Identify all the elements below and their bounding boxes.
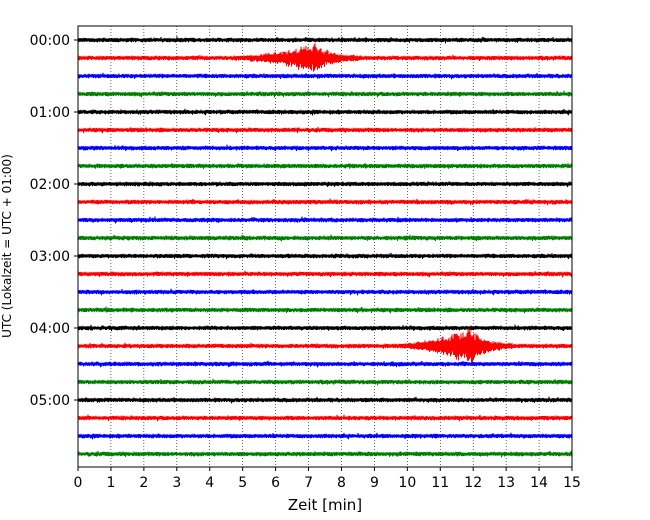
x-tick-label: 3 (172, 475, 181, 491)
x-tick-label: 7 (304, 475, 313, 491)
y-axis-title: UTC (Lokalzeit = UTC + 01:00) (0, 154, 14, 338)
y-tick-label: 00:00 (30, 33, 70, 49)
x-axis-title: Zeit [min] (288, 496, 362, 514)
y-tick-label: 04:00 (30, 321, 70, 337)
trace-line (77, 198, 573, 206)
trace-line (77, 414, 573, 422)
trace-line (77, 234, 573, 242)
y-tick-label: 01:00 (30, 105, 70, 121)
x-tick-label: 12 (464, 475, 482, 491)
x-tick-label: 1 (106, 475, 115, 491)
x-tick-label: 13 (497, 475, 515, 491)
trace-line (77, 252, 573, 260)
trace-line (77, 396, 573, 404)
x-tick-label: 0 (74, 475, 83, 491)
trace-line (77, 43, 573, 72)
x-tick-label: 14 (530, 475, 548, 491)
x-tick-label: 8 (337, 475, 346, 491)
x-tick-label: 11 (431, 475, 449, 491)
trace-line (77, 270, 573, 278)
x-tick-label: 5 (238, 475, 247, 491)
trace-line (77, 306, 573, 314)
x-tick-label: 15 (563, 475, 581, 491)
x-tick-label: 6 (271, 475, 280, 491)
trace-line (77, 181, 573, 188)
x-tick-label: 2 (139, 475, 148, 491)
trace-line (77, 144, 573, 152)
trace-line (77, 450, 573, 458)
trace-line (77, 36, 573, 44)
traces (77, 36, 573, 458)
trace-line (77, 360, 573, 368)
trace-line (77, 324, 573, 332)
x-tick-label: 4 (205, 475, 214, 491)
y-ticks: 00:00 01:00 02:00 03:00 04:00 05:00 (30, 33, 78, 409)
trace-line (77, 432, 573, 440)
trace-line (77, 90, 573, 98)
trace-line (77, 216, 573, 224)
trace-line (77, 72, 573, 80)
trace-line (77, 163, 573, 169)
y-tick-label: 05:00 (30, 393, 70, 409)
x-ticks: 0 1 2 3 4 5 6 7 8 9 10 11 12 13 14 15 (74, 467, 581, 491)
trace-line (77, 108, 573, 116)
x-tick-label: 9 (370, 475, 379, 491)
trace-line (77, 328, 573, 364)
trace-line (77, 288, 573, 296)
y-tick-label: 03:00 (30, 249, 70, 265)
y-tick-label: 02:00 (30, 177, 70, 193)
trace-line (77, 378, 573, 386)
plot-frame (77, 25, 573, 468)
trace-line (77, 126, 573, 134)
x-tick-label: 10 (398, 475, 416, 491)
